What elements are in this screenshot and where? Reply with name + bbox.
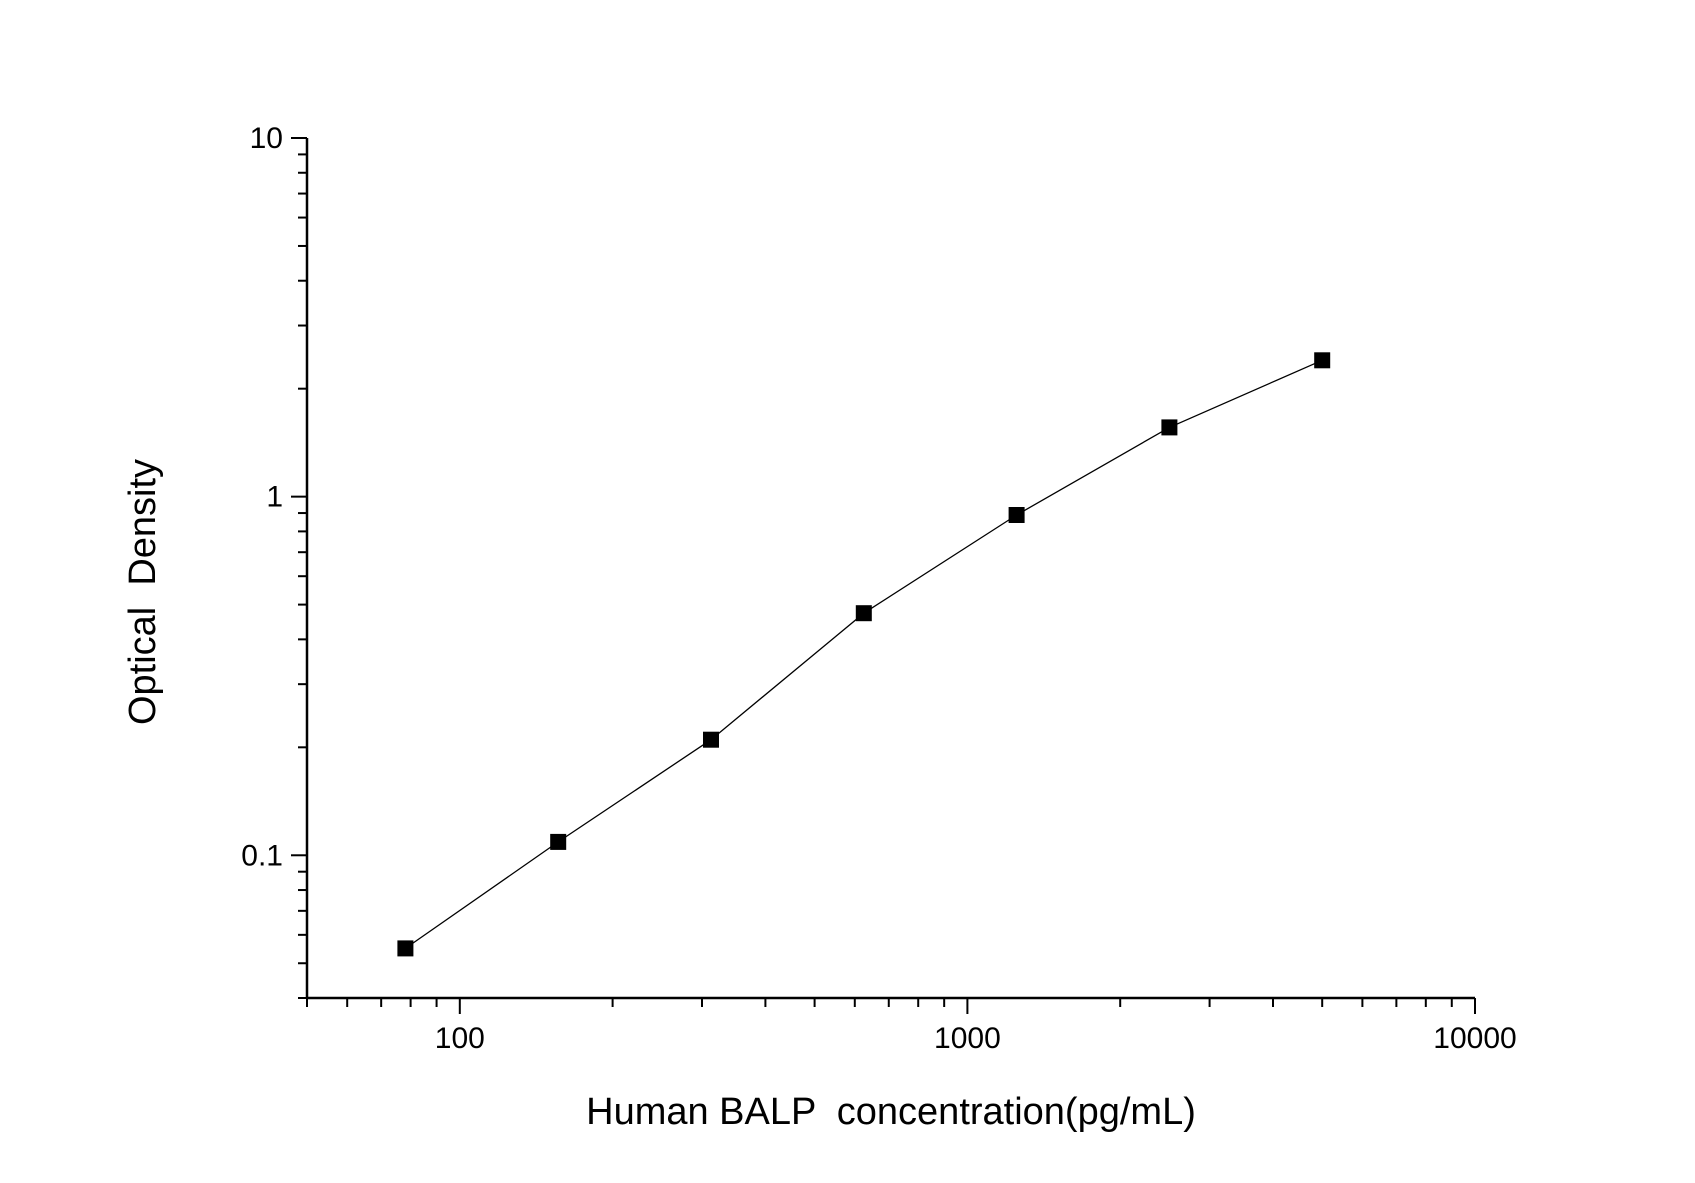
data-point (703, 731, 719, 748)
x-axis-title: Human BALP concentration(pg/mL) (586, 1091, 1196, 1133)
x-tick-label: 10000 (1433, 1022, 1516, 1055)
x-tick-labels: 100 1000 10000 (435, 1022, 1517, 1055)
y-ticks (291, 137, 307, 999)
x-tick-label: 1000 (934, 1022, 1001, 1055)
series-line (405, 359, 1323, 949)
data-point (550, 833, 567, 850)
data-point (1161, 419, 1178, 436)
axes (305, 138, 1475, 1000)
y-tick-label: 1 (266, 481, 283, 514)
y-tick-label: 0.1 (241, 839, 283, 872)
series (397, 352, 1331, 957)
x-tick-label: 100 (435, 1022, 485, 1055)
data-point (1008, 507, 1025, 523)
x-ticks (306, 998, 1476, 1014)
data-point (1314, 352, 1331, 369)
y-tick-labels: 0.1 1 10 (241, 122, 283, 872)
y-tick-label: 10 (250, 122, 283, 155)
data-point (397, 940, 414, 957)
y-axis-title: Optical Density (122, 459, 164, 725)
data-point (855, 605, 872, 622)
